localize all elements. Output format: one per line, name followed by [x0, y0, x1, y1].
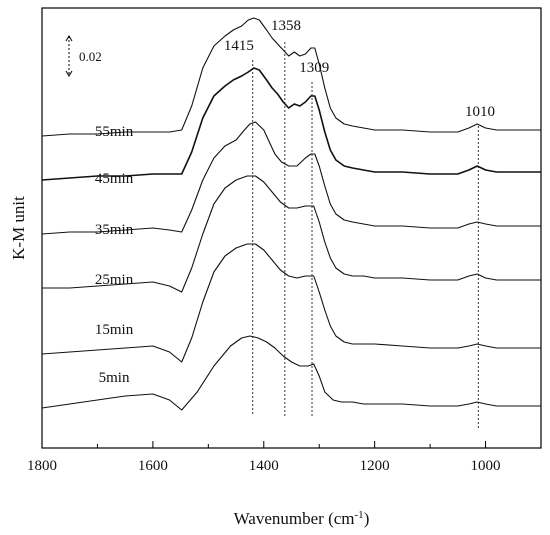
scale-bar-arrow-down [65, 70, 73, 77]
x-tick-label-1200: 1200 [360, 458, 390, 474]
spectrum-label-35min: 35min [95, 222, 134, 238]
x-tick-label-1600: 1600 [138, 458, 168, 474]
spectrum-line-15min [41, 243, 541, 363]
x-tick-label-1800: 1800 [27, 458, 57, 474]
peak-label-1358: 1358 [271, 18, 301, 34]
spectrum-label-15min: 15min [95, 322, 134, 338]
y-axis-title: K-M unit [9, 196, 28, 260]
scale-bar-label: 0.02 [79, 49, 102, 64]
spectrum-line-5min [41, 335, 541, 411]
scale-bar-arrow-up [65, 35, 73, 42]
spectrum-line-25min [42, 175, 541, 293]
spectrum-line-55min [41, 17, 541, 137]
peak-label-1010: 1010 [465, 104, 495, 120]
spectrum-label-55min: 55min [95, 124, 134, 140]
spectrum-label-45min: 45min [95, 171, 134, 187]
peak-label-1309: 1309 [299, 60, 329, 76]
spectrum-line-35min [41, 121, 541, 235]
x-axis-title: Wavenumber (cm-1) [234, 509, 370, 528]
spectrum-label-5min: 5min [99, 370, 130, 386]
x-tick-label-1400: 1400 [249, 458, 279, 474]
peak-label-1415: 1415 [224, 38, 254, 54]
x-tick-label-1000: 1000 [471, 458, 501, 474]
plot-frame [41, 7, 542, 449]
spectrum-label-25min: 25min [95, 272, 134, 288]
spectrum-line-45min [41, 67, 541, 181]
